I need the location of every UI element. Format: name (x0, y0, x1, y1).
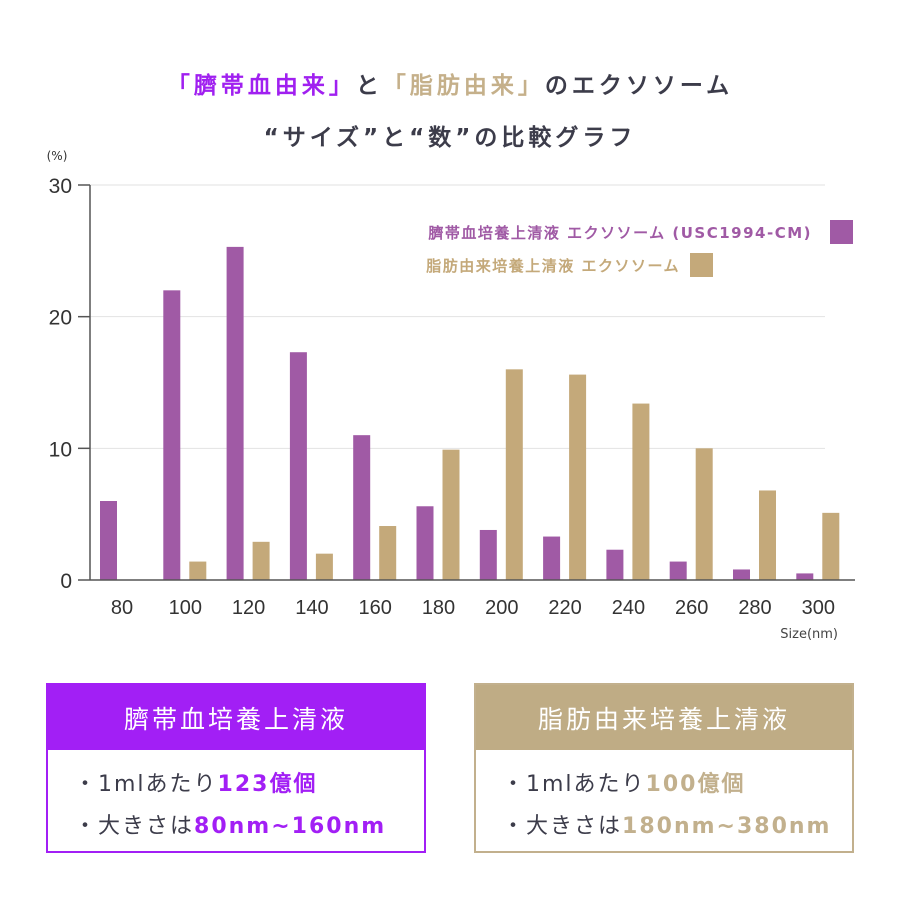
title-part-cord-blood: 「臍帯血由来」 (166, 73, 356, 99)
bar-cord-blood-240 (606, 549, 624, 580)
y-tick-label: 10 (49, 438, 72, 461)
legend-label: 脂肪由来培養上清液 エクソソーム (426, 257, 680, 275)
bar-adipose-280 (759, 490, 776, 580)
legend-swatch (830, 220, 853, 244)
bar-cord-blood-260 (669, 561, 687, 580)
x-tick-label: 300 (802, 597, 835, 619)
y-tick-label: 30 (49, 175, 72, 198)
bar-adipose-120 (252, 541, 270, 580)
bar-cord-blood-140 (289, 352, 307, 580)
legend-swatch (690, 253, 713, 277)
legend-label: 臍帯血培養上清液 エクソソーム (USC1994-CM) (428, 224, 812, 242)
x-tick-label: 80 (111, 597, 133, 619)
count-line: ・1mlあたり123億個 (74, 772, 318, 797)
bar-cord-blood-120 (226, 246, 244, 580)
size-line: ・大きさは180nm~380nm (502, 814, 832, 839)
bar-adipose-160 (379, 526, 397, 580)
bar-cord-blood-300 (796, 573, 814, 580)
chart-title-line1: 「臍帯血由来」と「脂肪由来」のエクソソーム (0, 66, 900, 100)
x-tick-label: 240 (612, 597, 645, 619)
bar-adipose-300 (822, 512, 840, 580)
x-tick-label: 120 (232, 597, 265, 619)
x-tick-label: 180 (422, 597, 455, 619)
x-tick-label: 260 (675, 597, 708, 619)
bar-adipose-260 (695, 448, 713, 580)
y-axis-label: (%) (47, 149, 68, 163)
box-header: 臍帯血培養上清液 (48, 685, 424, 750)
count-value: 123億個 (217, 772, 318, 797)
y-tick-label: 20 (49, 307, 72, 330)
size-value: 180nm~380nm (622, 814, 832, 839)
chart-title-line2: “サイズ”と“数”の比較グラフ (263, 125, 637, 151)
x-tick-label: 280 (738, 597, 771, 619)
title-part-and: と (355, 73, 383, 99)
bar-cord-blood-180 (416, 506, 434, 580)
bar-adipose-220 (569, 374, 587, 580)
box-header: 脂肪由来培養上清液 (476, 685, 852, 750)
bar-adipose-100 (189, 561, 207, 580)
bar-cord-blood-100 (163, 290, 181, 580)
bar-chart: 0 10 20 30 (%) 80 100 120 140 160 180 200 220 240 260 2… (47, 149, 855, 642)
size-value: 80nm~160nm (194, 814, 387, 839)
adipose-summary-box: 脂肪由来培養上清液 ・1mlあたり100億個 ・大きさは180nm~380nm (474, 683, 854, 853)
bar-cord-blood-200 (479, 529, 497, 580)
x-tick-label: 200 (485, 597, 518, 619)
x-tick-label: 160 (359, 597, 392, 619)
count-value: 100億個 (645, 772, 746, 797)
bar-cord-blood-280 (733, 569, 750, 580)
title-part-adipose: 「脂肪由来」 (382, 73, 545, 99)
bar-adipose-140 (315, 553, 333, 580)
y-tick-label: 0 (60, 570, 72, 593)
bar-adipose-180 (442, 449, 460, 580)
title-part-exosome: のエクソソーム (544, 73, 734, 99)
x-tick-label: 100 (169, 597, 202, 619)
bar-adipose-200 (505, 369, 523, 580)
x-axis-label: Size(nm) (780, 627, 838, 642)
bar-cord-blood-220 (543, 536, 561, 580)
bar-cord-blood-80 (100, 501, 117, 580)
size-line: ・大きさは80nm~160nm (74, 814, 387, 839)
bar-adipose-240 (632, 403, 650, 580)
count-line: ・1mlあたり100億個 (502, 772, 746, 797)
x-tick-label: 140 (295, 597, 328, 619)
x-tick-label: 220 (548, 597, 581, 619)
cord-blood-summary-box: 臍帯血培養上清液 ・1mlあたり123億個 ・大きさは80nm~160nm (46, 683, 426, 853)
bar-cord-blood-160 (353, 435, 371, 580)
